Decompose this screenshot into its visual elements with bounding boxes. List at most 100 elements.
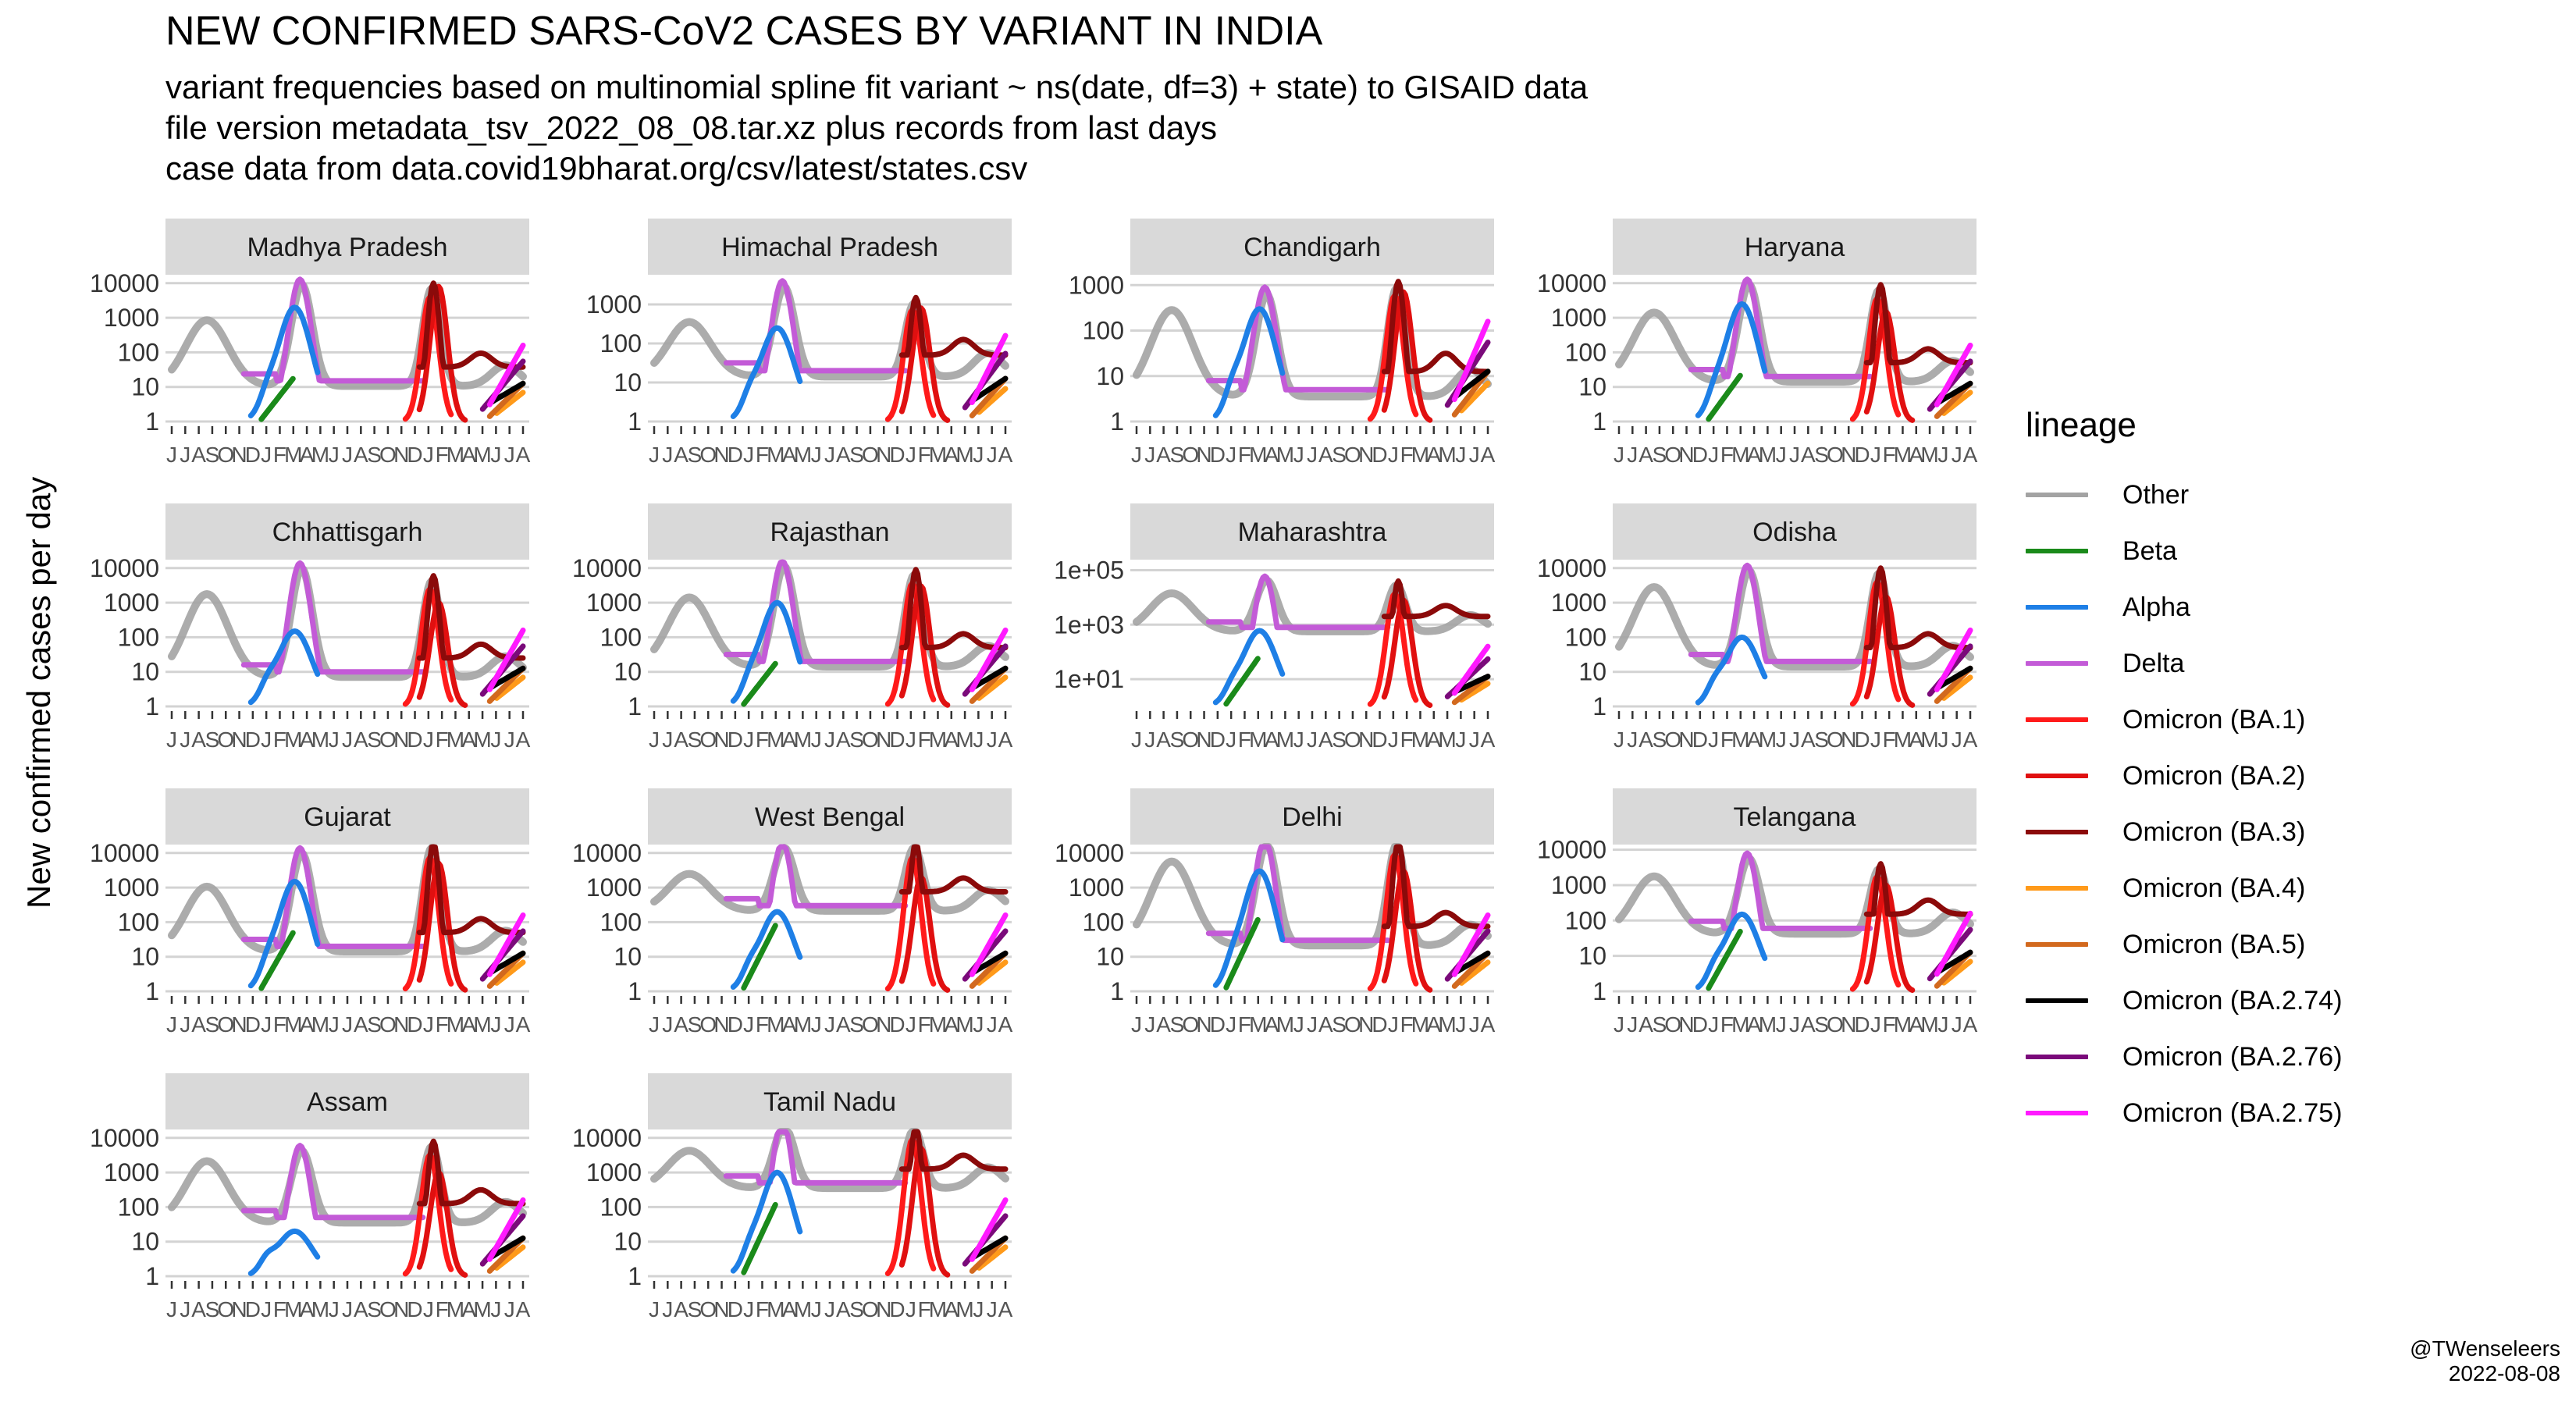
x-tick-label: J <box>180 443 190 467</box>
y-tick-label: 100 <box>600 623 642 651</box>
x-tick-label: M <box>767 443 785 467</box>
x-tick-label: A <box>461 443 476 467</box>
x-tick-label: S <box>1653 727 1667 752</box>
x-tick-label: F <box>756 1297 769 1321</box>
series-line-omicron-ba-4 <box>1458 380 1491 414</box>
x-tick-label: O <box>217 1012 234 1037</box>
legend-item-omicron-ba-4: Omicron (BA.4) <box>2026 860 2343 916</box>
y-tick-label: 100 <box>118 1193 159 1221</box>
x-tick-label: N <box>1196 727 1212 752</box>
x-tick-label: J <box>1388 1012 1399 1037</box>
series-line-delta <box>1205 844 1391 944</box>
panel-strip <box>165 788 529 845</box>
x-tick-label: D <box>1692 727 1708 752</box>
legend-title: lineage <box>2026 406 2137 444</box>
y-tick-label: 1 <box>145 692 159 720</box>
series-line-delta <box>240 1143 426 1221</box>
x-tick-label: S <box>367 727 382 752</box>
series-line-delta <box>723 278 909 374</box>
x-tick-label: J <box>329 443 340 467</box>
x-tick-label: J <box>1776 727 1787 752</box>
x-tick-label: J <box>1131 443 1142 467</box>
x-tick-label: A <box>1638 443 1653 467</box>
x-tick-label: S <box>205 727 220 752</box>
y-tick-label: 1000 <box>586 1158 642 1186</box>
series-line-other <box>650 1128 1009 1193</box>
series-line-omicron-ba-4 <box>493 389 526 416</box>
legend-item-omicron-ba-5: Omicron (BA.5) <box>2026 916 2343 973</box>
x-tick-label: A <box>300 1012 315 1037</box>
x-tick-label: A <box>1909 727 1923 752</box>
x-tick-label: A <box>461 727 476 752</box>
x-tick-label: J <box>824 727 835 752</box>
x-tick-label: A <box>1801 1012 1816 1037</box>
y-tick-label: 1 <box>628 407 642 436</box>
series-line-omicron-ba-2-75 <box>486 912 526 977</box>
series-line-alpha <box>1695 634 1768 706</box>
series-line-alpha <box>730 325 803 419</box>
series-line-omicron-ba-3 <box>1381 578 1491 620</box>
x-tick-label: A <box>998 727 1013 752</box>
x-tick-label: S <box>1653 443 1667 467</box>
x-tick-label: J <box>166 443 177 467</box>
legend-item-other: Other <box>2026 467 2343 523</box>
x-tick-label: M <box>767 727 785 752</box>
chart-subtitle-line-3: case data from data.covid19bharat.org/cs… <box>165 150 1028 187</box>
x-tick-label: S <box>849 443 864 467</box>
x-tick-label: A <box>1156 727 1171 752</box>
y-tick-label: 10000 <box>1537 269 1606 297</box>
y-tick-label: 1000 <box>104 873 159 902</box>
x-tick-label: S <box>1814 443 1829 467</box>
x-tick-label: J <box>1870 1012 1881 1037</box>
x-tick-label: F <box>1720 443 1734 467</box>
legend-key <box>2026 886 2088 891</box>
y-tick-label: 10 <box>131 658 159 686</box>
series-line-omicron-ba-2 <box>416 599 468 708</box>
x-tick-label: J <box>1307 727 1318 752</box>
series-line-alpha <box>247 878 321 989</box>
y-tick-label: 1 <box>1592 692 1606 720</box>
x-tick-label: J <box>811 1297 822 1321</box>
x-tick-label: A <box>1426 727 1441 752</box>
x-tick-label: J <box>1937 1012 1948 1037</box>
series-line-beta <box>741 660 778 707</box>
y-tick-label: 10000 <box>90 839 159 867</box>
x-tick-label: J <box>423 1297 434 1321</box>
x-tick-label: S <box>1814 727 1829 752</box>
legend-item-omicron-ba-3: Omicron (BA.3) <box>2026 804 2343 860</box>
y-tick-label: 10 <box>1096 362 1124 390</box>
x-tick-label: J <box>1455 727 1466 752</box>
x-tick-label: J <box>1144 727 1155 752</box>
x-tick-label: O <box>699 443 717 467</box>
series-line-alpha <box>247 628 321 706</box>
x-tick-label: J <box>1469 443 1480 467</box>
series-line-beta <box>741 923 778 991</box>
series-line-omicron-ba-4 <box>976 1244 1009 1271</box>
series-line-other <box>650 844 1009 915</box>
x-tick-label: A <box>1747 1012 1762 1037</box>
series-line-beta <box>1223 916 1261 991</box>
series-line-omicron-ba-4 <box>976 674 1009 701</box>
series-line-delta <box>1688 562 1873 664</box>
x-tick-label: M <box>955 1012 973 1037</box>
x-tick-label: O <box>1664 443 1681 467</box>
x-tick-label: J <box>1937 727 1948 752</box>
panel-title: Haryana <box>1745 233 1845 262</box>
series-line-beta <box>741 1201 778 1275</box>
y-tick-label: 100 <box>118 908 159 936</box>
x-tick-label: A <box>1638 727 1653 752</box>
x-tick-label: N <box>713 1297 729 1321</box>
x-tick-label: N <box>393 1012 409 1037</box>
x-tick-label: M <box>1731 1012 1749 1037</box>
x-tick-label: F <box>1400 443 1414 467</box>
x-tick-label: N <box>1196 1012 1212 1037</box>
x-tick-label: A <box>1318 443 1333 467</box>
series-line-omicron-ba-2 <box>898 583 951 708</box>
x-tick-label: N <box>1841 443 1856 467</box>
series-line-omicron-ba-3 <box>898 1129 1009 1172</box>
x-tick-label: M <box>1759 443 1777 467</box>
x-tick-label: J <box>1708 443 1719 467</box>
panel-strip <box>165 1073 529 1129</box>
x-tick-label: J <box>1952 727 1962 752</box>
x-tick-label: F <box>273 1297 286 1321</box>
